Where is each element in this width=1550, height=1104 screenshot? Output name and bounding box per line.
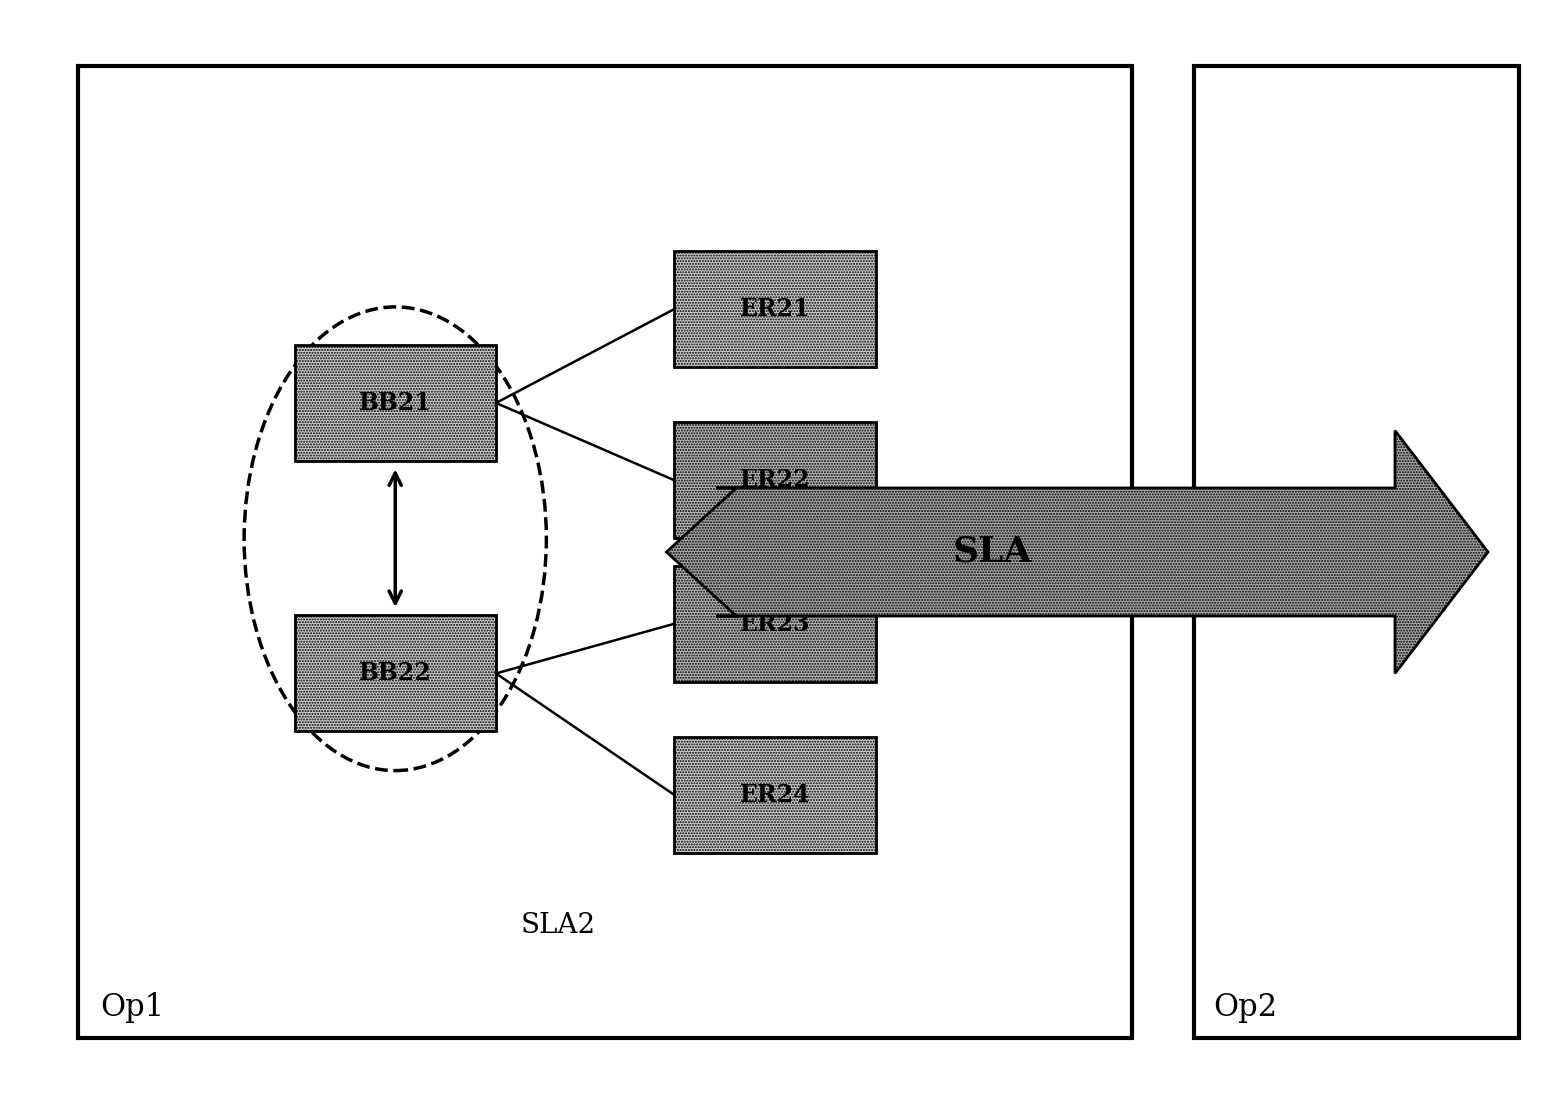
Bar (1194, 66, 1519, 1038)
Polygon shape (666, 431, 1488, 673)
Text: ER24: ER24 (739, 783, 811, 807)
Text: Op2: Op2 (1214, 991, 1277, 1022)
Text: SLA: SLA (952, 535, 1032, 569)
Bar (78, 66, 1132, 1038)
Text: Op1: Op1 (101, 991, 164, 1022)
Bar (294, 344, 496, 461)
Text: BB21: BB21 (360, 391, 431, 415)
Text: ER22: ER22 (739, 468, 811, 492)
Bar (674, 252, 876, 367)
Bar (294, 616, 496, 731)
Text: ER23: ER23 (739, 612, 811, 636)
Text: BB22: BB22 (360, 661, 431, 686)
Text: ER21: ER21 (739, 297, 811, 321)
Bar (674, 737, 876, 852)
Text: SLA2: SLA2 (521, 912, 595, 938)
Bar (674, 565, 876, 681)
Bar (674, 423, 876, 539)
